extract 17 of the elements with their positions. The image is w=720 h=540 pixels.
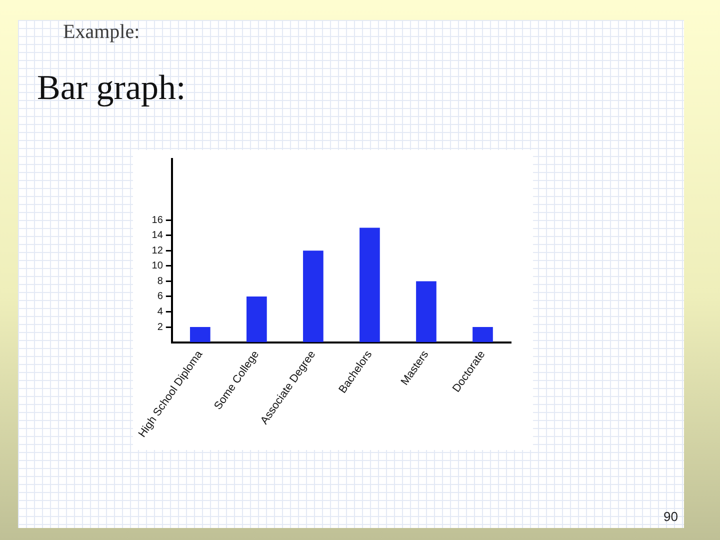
chart-subtitle: Bar graph: <box>37 68 186 108</box>
bar <box>360 228 380 342</box>
y-tick-label: 14 <box>152 230 164 242</box>
chart-title: Example: <box>63 21 140 44</box>
y-tick-label: 6 <box>157 291 164 302</box>
y-tick-label: 10 <box>152 260 164 272</box>
bar <box>246 296 267 342</box>
y-tick-label: 4 <box>157 306 164 318</box>
y-tick-label: 8 <box>157 276 164 287</box>
y-tick-label: 12 <box>152 245 164 256</box>
y-tick-label: 2 <box>157 322 164 333</box>
bar <box>472 327 493 342</box>
y-tick-label: 16 <box>152 214 164 226</box>
text: 90 <box>664 509 678 524</box>
bar <box>416 281 436 342</box>
bar <box>303 250 324 342</box>
bar <box>190 327 210 342</box>
